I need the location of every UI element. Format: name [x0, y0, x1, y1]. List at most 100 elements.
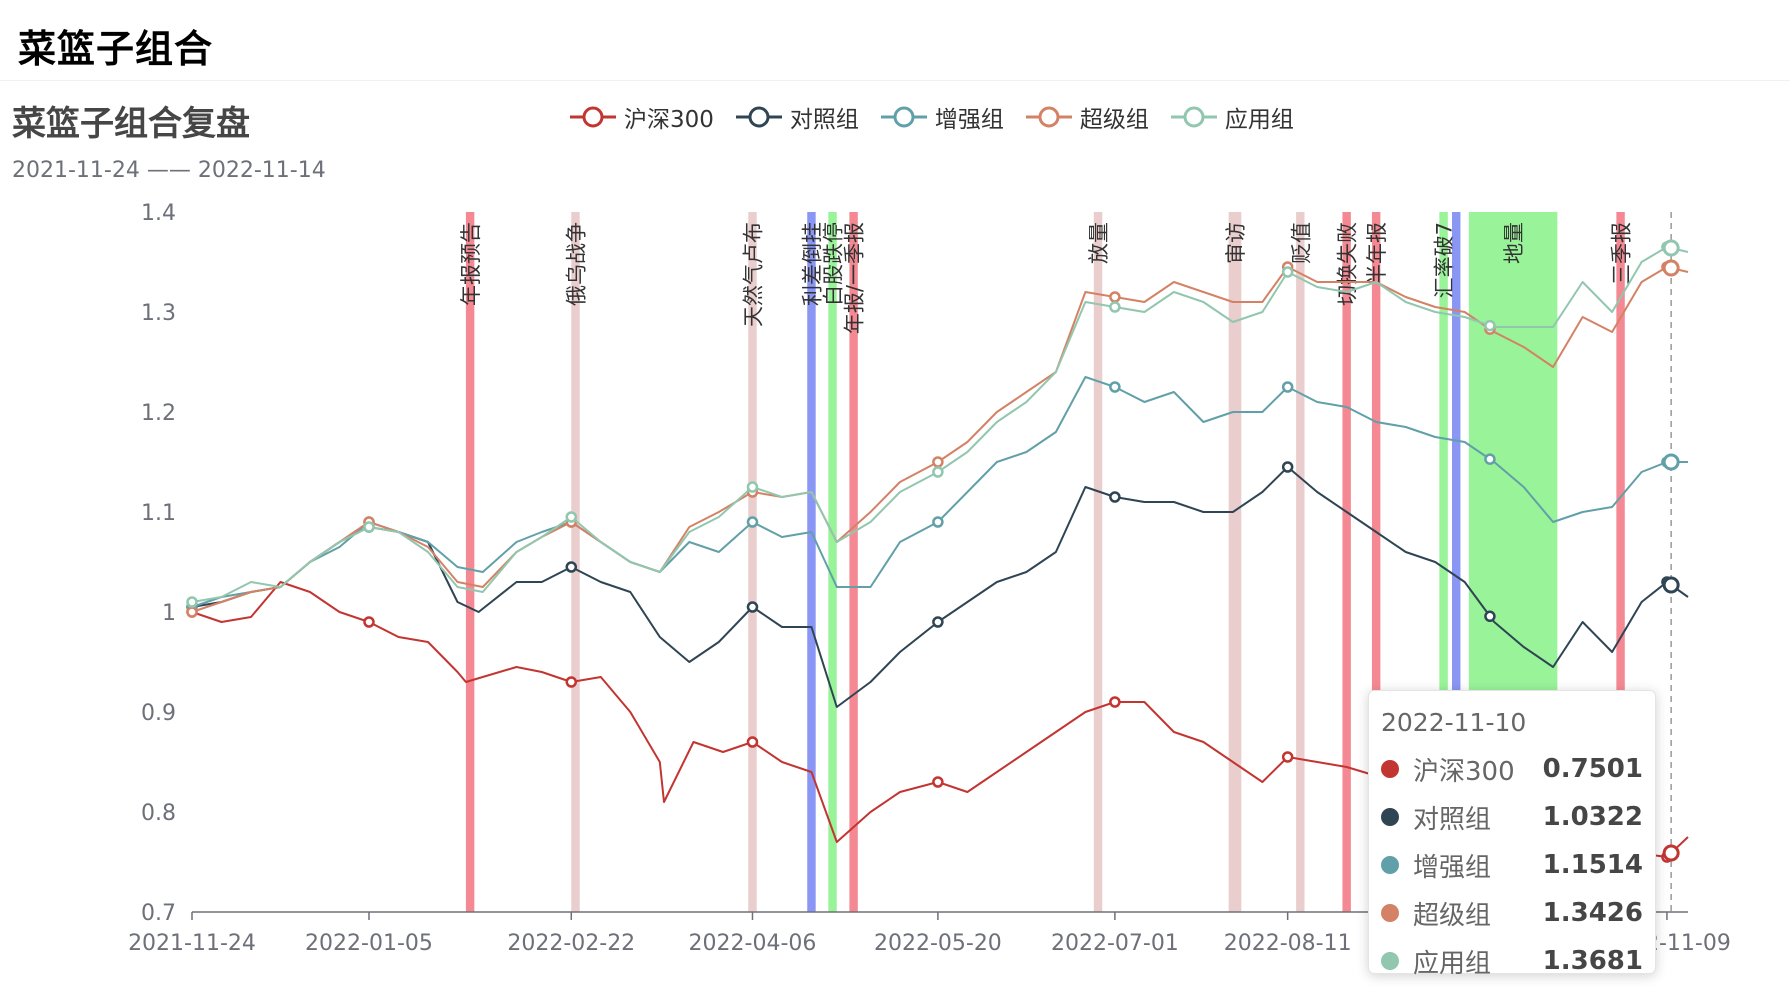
event-label: 年报/一季报	[843, 222, 867, 334]
tooltip-series-name: 超级组	[1413, 900, 1492, 931]
chart-tooltip: 2022-11-10 沪深300 0.7501 对照组 1.0322 增强组 1…	[1368, 690, 1656, 979]
series-point	[1484, 610, 1496, 623]
tooltip-series-name: 增强组	[1413, 852, 1492, 883]
event-band	[807, 212, 816, 912]
series-line	[191, 466, 1689, 708]
series-point	[1281, 266, 1294, 278]
tooltip-series-value: 1.0322	[1542, 802, 1643, 832]
series-point	[746, 601, 759, 613]
series-point	[1109, 491, 1121, 503]
series-point	[1484, 319, 1496, 332]
event-band	[1616, 212, 1625, 912]
tooltip-series-dot	[1381, 952, 1399, 970]
x-tick-label: 2022-01-05	[305, 931, 433, 956]
hover-point	[1662, 576, 1680, 594]
series-line	[191, 581, 1689, 858]
y-tick-label: 0.8	[141, 801, 176, 826]
event-band	[849, 212, 858, 912]
legend-item[interactable]: 增强组	[879, 100, 1004, 134]
series-point	[932, 466, 944, 478]
series-point	[1484, 453, 1496, 465]
series-point	[363, 521, 375, 533]
tooltip-row: 应用组 1.3681	[1381, 937, 1643, 985]
legend-item[interactable]: 沪深300	[568, 100, 714, 134]
event-band	[465, 212, 475, 912]
legend-item[interactable]: 超级组	[1024, 100, 1149, 134]
tooltip-series-name: 应用组	[1413, 948, 1492, 979]
legend-swatch-icon	[735, 106, 782, 128]
tooltip-series-dot	[1381, 760, 1399, 778]
series-point	[932, 616, 944, 628]
header-divider	[0, 80, 1790, 81]
legend-label: 沪深300	[624, 107, 714, 133]
tooltip-series-value: 1.1514	[1542, 850, 1643, 880]
series-point	[746, 736, 759, 748]
x-tick-label: 2022-02-22	[507, 931, 635, 956]
event-label: 贬值	[1289, 222, 1313, 264]
series-point	[1281, 751, 1294, 763]
event-label: 三季报	[1610, 222, 1634, 285]
tooltip-series-value: 1.3681	[1542, 946, 1643, 976]
event-band	[1439, 212, 1448, 912]
series-point	[565, 676, 578, 688]
legend-swatch-icon	[1025, 106, 1072, 128]
tooltip-series-name: 沪深300	[1413, 756, 1515, 787]
series-group	[186, 259, 1689, 618]
series-point	[932, 516, 944, 528]
hover-point	[1662, 239, 1680, 257]
x-tick-label: 2022-08-11	[1224, 931, 1352, 956]
legend-swatch-icon	[1170, 106, 1217, 128]
series-point	[363, 616, 375, 628]
series-point	[1109, 381, 1121, 393]
event-label: 放量	[1087, 222, 1111, 264]
tooltip-series-name: 对照组	[1413, 804, 1492, 835]
series-point	[932, 456, 944, 468]
event-label: 审访	[1224, 222, 1248, 264]
event-label: 俄乌战争	[564, 222, 588, 306]
legend-swatch-icon	[880, 106, 927, 128]
legend-label: 增强组	[934, 107, 1004, 133]
series-group	[186, 376, 1688, 613]
y-tick-label: 1.1	[141, 501, 176, 526]
series-point	[1109, 696, 1121, 708]
tooltip-series-dot	[1381, 904, 1399, 922]
y-tick-label: 1	[162, 601, 176, 626]
x-tick-label: 2022-04-06	[689, 931, 817, 956]
page-title: 菜篮子组合	[18, 27, 214, 71]
series-group	[186, 461, 1689, 708]
legend-item[interactable]: 对照组	[734, 100, 859, 134]
y-tick-label: 1.3	[141, 301, 176, 326]
x-tick-label: 2022-07-01	[1051, 931, 1179, 956]
series-point	[932, 776, 944, 788]
tooltip-row: 对照组 1.0322	[1381, 793, 1643, 841]
event-label: 年报预告	[459, 222, 483, 306]
legend-label: 应用组	[1224, 107, 1294, 133]
x-tick-label: 2021-11-24	[128, 931, 256, 956]
hover-point	[1662, 453, 1680, 471]
hover-point	[1662, 844, 1680, 862]
series-point	[746, 516, 759, 528]
chart-legend: 沪深300 对照组 增强组 超级组 应用组	[568, 100, 1294, 134]
legend-item[interactable]: 应用组	[1169, 100, 1294, 134]
event-label: 半年报	[1365, 222, 1389, 285]
series-line	[191, 266, 1689, 613]
event-band	[1228, 212, 1242, 912]
legend-label: 对照组	[789, 107, 859, 133]
series-point	[1109, 291, 1121, 303]
tooltip-date: 2022-11-10	[1381, 708, 1527, 737]
y-tick-label: 1.2	[141, 401, 176, 426]
event-band	[1452, 212, 1461, 912]
tooltip-series-dot	[1381, 856, 1399, 874]
legend-label: 超级组	[1079, 107, 1149, 133]
event-band	[1342, 212, 1351, 912]
series-line	[191, 376, 1688, 608]
chart-title: 菜篮子组合复盘	[12, 104, 250, 144]
legend-swatch-icon	[570, 106, 616, 128]
tooltip-series-dot	[1381, 808, 1399, 826]
series-point	[186, 596, 198, 608]
series-point	[565, 561, 578, 573]
event-label: 白股跌停	[822, 222, 846, 306]
series-group	[186, 239, 1689, 608]
chart-subtitle: 2021-11-24 —— 2022-11-14	[12, 158, 326, 183]
series-point	[1281, 381, 1294, 393]
